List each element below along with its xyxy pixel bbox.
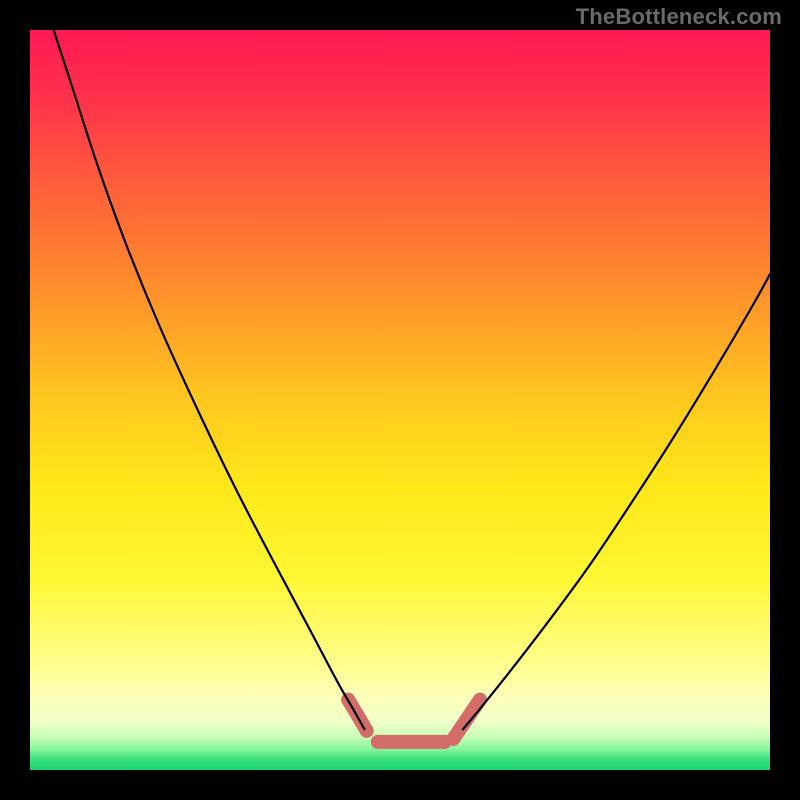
plot-area bbox=[30, 30, 770, 770]
chart-svg bbox=[30, 30, 770, 770]
gradient-background bbox=[30, 30, 770, 770]
watermark-text: TheBottleneck.com bbox=[576, 4, 782, 30]
canvas-frame: TheBottleneck.com bbox=[0, 0, 800, 800]
